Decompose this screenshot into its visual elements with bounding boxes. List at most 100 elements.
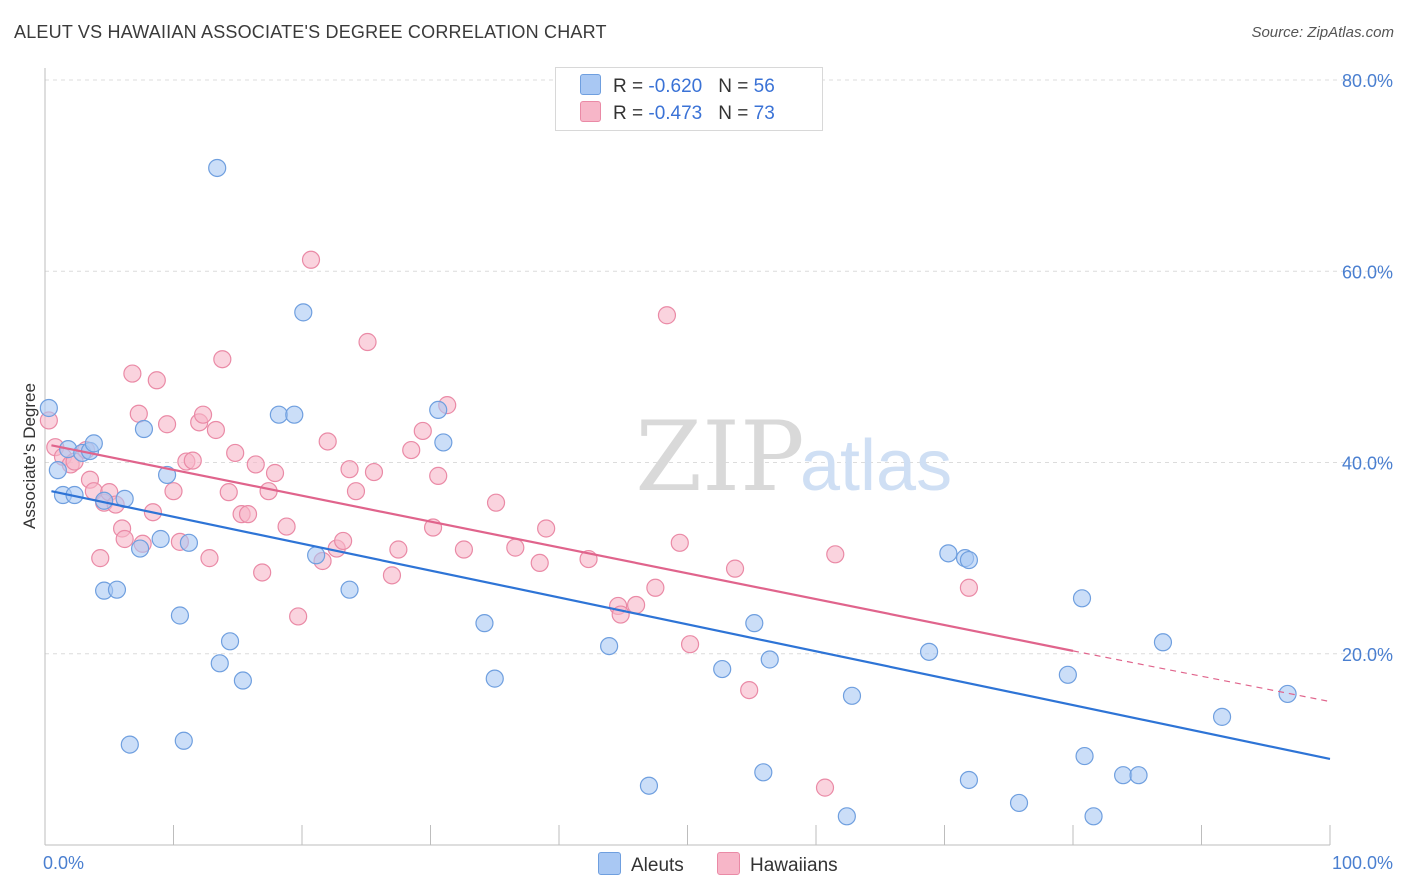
legend-n-value: 56: [753, 76, 775, 97]
hawaiian-point: [253, 563, 272, 582]
chart-title: ALEUT VS HAWAIIAN ASSOCIATE'S DEGREE COR…: [14, 22, 607, 42]
aleut-point: [837, 807, 856, 826]
aleut-point: [939, 544, 958, 563]
legend-r-label: R =: [613, 103, 649, 124]
aleut-point: [134, 419, 154, 439]
x-tick-label: 0.0%: [43, 853, 84, 873]
aleut-point: [1058, 665, 1077, 684]
watermark-atlas: atlas: [800, 426, 952, 506]
grid-lines: [45, 79, 1392, 655]
aleut-point: [959, 770, 979, 790]
bottom-legend-aleuts: Aleuts: [598, 852, 684, 877]
hawaiian-point: [725, 559, 745, 578]
y-tick-label: 40.0%: [1342, 454, 1393, 474]
aleut-point: [84, 434, 103, 453]
hawaiian-point: [265, 463, 285, 483]
trend-lines: [51, 444, 1331, 761]
aleut-point: [220, 632, 240, 651]
hawaiian-point: [537, 519, 556, 538]
aleut-point: [842, 686, 862, 705]
aleut-point: [754, 763, 773, 782]
hawaiian-point: [413, 421, 432, 441]
hawaiian-trend-line: [51, 444, 1074, 652]
watermark-zip: ZIP: [635, 401, 804, 513]
aleut-point: [745, 614, 764, 633]
hawaiian-point: [301, 250, 321, 269]
source-label: Source: ZipAtlas.com: [1251, 24, 1394, 41]
aleut-point: [170, 606, 190, 625]
hawaiian-point: [246, 455, 265, 474]
aleut-point: [1072, 589, 1092, 608]
y-tick-label: 60.0%: [1342, 262, 1393, 282]
hawaiian-point: [129, 404, 148, 423]
hawaiian-point: [200, 549, 219, 568]
aleut-point: [174, 731, 193, 750]
tick-labels: 20.0% 40.0% 60.0% 80.0% 0.0% 100.0%: [43, 71, 1393, 873]
aleut-point: [434, 433, 453, 452]
x-tick-label: 100.0%: [1332, 853, 1393, 873]
hawaiian-point: [402, 440, 421, 460]
aleut-point: [475, 614, 494, 633]
hawaiian-point: [657, 306, 677, 325]
hawaiian-point: [358, 332, 377, 352]
aleut-point: [285, 405, 304, 424]
hawaiian-point: [219, 483, 238, 502]
hawaiian-point: [183, 451, 202, 470]
aleut-point: [1153, 633, 1173, 652]
aleut-point: [639, 776, 659, 795]
aleut-point: [1075, 746, 1094, 766]
y-tick-label: 20.0%: [1342, 645, 1393, 665]
hawaiian-trend-extension: [1072, 650, 1331, 703]
hawaiian-point: [680, 635, 700, 654]
hawaiian-point: [91, 549, 110, 568]
aleut-point: [39, 398, 58, 418]
aleut-point: [429, 400, 448, 420]
aleut-point: [269, 405, 288, 424]
aleut-point: [233, 671, 252, 690]
hawaiian-point: [454, 540, 474, 559]
aleut-point: [294, 303, 313, 322]
legend-r-label: R =: [613, 76, 649, 97]
hawaiian-point: [164, 482, 183, 501]
aleut-point: [107, 580, 127, 599]
aleut-point: [1009, 793, 1029, 813]
aleut-point: [713, 659, 732, 679]
hawaiian-point: [213, 350, 232, 369]
bottom-legend-label-aleuts: Aleuts: [631, 855, 684, 876]
aleut-point: [600, 636, 619, 656]
hawaiian-point: [226, 443, 245, 463]
aleut-point: [1129, 766, 1148, 785]
aleut-point: [1114, 766, 1133, 785]
hawaiian-point: [318, 432, 337, 451]
y-tick-label: 80.0%: [1342, 71, 1393, 91]
hawaiian-point: [289, 607, 308, 626]
hawaiian-point: [238, 505, 258, 524]
hawaiian-point: [670, 533, 689, 552]
legend-swatch-hawaiians: [580, 101, 601, 122]
hawaiian-point: [364, 462, 384, 482]
aleut-point: [1278, 684, 1297, 704]
legend-r-value: -0.473: [648, 103, 703, 124]
aleut-point: [130, 539, 150, 558]
hawaiian-point: [206, 420, 226, 440]
aleut-point: [340, 580, 359, 599]
aleut-point: [307, 546, 326, 565]
hawaiian-point: [147, 371, 166, 390]
hawaiian-point: [123, 364, 142, 383]
aleut-points: [39, 158, 1297, 826]
hawaiian-point: [115, 529, 134, 549]
hawaiian-point: [382, 566, 402, 585]
aleut-point: [760, 650, 779, 669]
aleut-point: [1212, 707, 1232, 726]
aleut-point: [179, 533, 199, 552]
hawaiian-point: [530, 553, 549, 573]
aleut-point: [208, 158, 227, 178]
legend-n-label: N =: [718, 76, 754, 97]
hawaiian-point: [334, 531, 353, 551]
legend-n-value: 73: [753, 103, 775, 124]
legend-n-label: N =: [718, 103, 754, 124]
aleut-point: [157, 465, 177, 485]
hawaiian-point: [157, 415, 177, 434]
hawaiian-point: [826, 545, 845, 564]
